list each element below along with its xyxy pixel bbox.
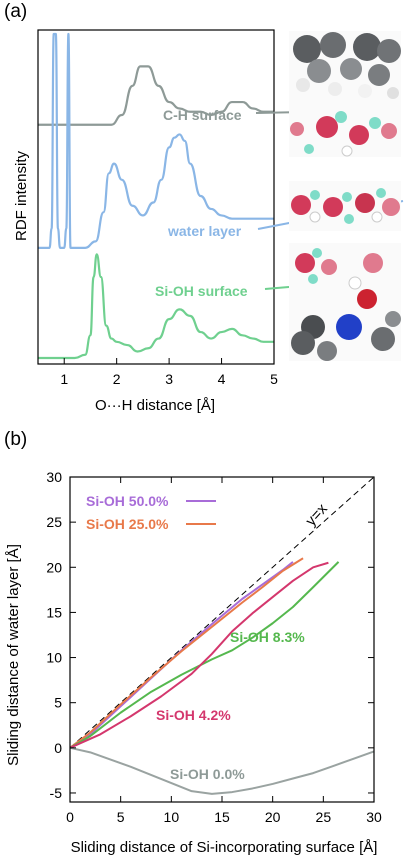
water-layer-snapshot — [289, 181, 401, 231]
panel-b-label: (b) — [4, 429, 28, 450]
sliding-y-tick-label: 20 — [46, 559, 62, 575]
sliding-x-tick-label: 30 — [366, 809, 382, 825]
label-water-layer: water layer — [167, 223, 242, 239]
legend-sioh-50: Si-OH 50.0% — [86, 493, 169, 509]
sliding-x-axis-label: Sliding distance of Si-incorporating sur… — [71, 839, 378, 856]
line-sioh-25 — [69, 557, 304, 749]
sliding-y-tick-label: 0 — [54, 740, 62, 756]
reference-line-y-equals-x — [69, 476, 375, 749]
label-sioh-surface: Si-OH surface — [155, 283, 248, 299]
ch-surface-snapshot — [289, 31, 401, 157]
sliding-x-tick-label: 5 — [117, 809, 125, 825]
reference-line-label: y=x — [302, 500, 331, 529]
rdf-x-tick-label: 3 — [165, 371, 173, 387]
sliding-x-tick-label: 10 — [164, 809, 180, 825]
rdf-chart: 1 2 3 4 5 RDF intensity O···H distance [Å] C… — [13, 29, 404, 414]
rdf-x-tick-label: 2 — [113, 371, 121, 387]
sliding-y-tick-label: 5 — [54, 695, 62, 711]
rdf-line-ch-surface — [38, 65, 274, 126]
label-sioh-0: Si-OH 0.0% — [170, 766, 245, 782]
sliding-y-tick-label: 30 — [46, 469, 62, 485]
rdf-x-axis-label: O···H distance [Å] — [95, 397, 215, 414]
rdf-x-tick-label: 4 — [218, 371, 226, 387]
label-sioh-4: Si-OH 4.2% — [156, 707, 231, 723]
rdf-x-tick-label: 1 — [60, 371, 68, 387]
line-sioh-0 — [69, 746, 375, 795]
sliding-x-tick-label: 15 — [214, 809, 230, 825]
line-sioh-8 — [69, 561, 340, 749]
sliding-x-tick-label: 25 — [316, 809, 332, 825]
legend-sioh-25: Si-OH 25.0% — [86, 516, 169, 532]
rdf-line-water-layer — [38, 32, 274, 249]
legend: Si-OH 50.0% Si-OH 25.0% — [86, 493, 216, 532]
rdf-x-tick-label: 5 — [270, 371, 278, 387]
sliding-y-axis-label: Sliding distance of water layer [Å] — [5, 544, 22, 766]
line-sioh-50 — [69, 561, 294, 749]
rdf-line-sioh-surface — [38, 253, 274, 360]
sliding-x-tick-label: 20 — [265, 809, 281, 825]
sliding-x-tick-label: 0 — [66, 809, 74, 825]
rdf-plot-frame — [37, 29, 275, 365]
sliding-y-tick-label: -5 — [50, 785, 63, 801]
line-sioh-4 — [69, 561, 329, 749]
sioh-surface-snapshot — [289, 243, 401, 361]
rdf-y-axis-label: RDF intensity — [13, 150, 30, 241]
sliding-y-tick-label: 10 — [46, 650, 62, 666]
panel-a-label: (a) — [4, 1, 28, 22]
sliding-y-tick-label: 15 — [46, 604, 62, 620]
sliding-y-tick-label: 25 — [46, 514, 62, 530]
label-sioh-8: Si-OH 8.3% — [230, 629, 305, 645]
label-ch-surface: C-H surface — [163, 107, 242, 123]
